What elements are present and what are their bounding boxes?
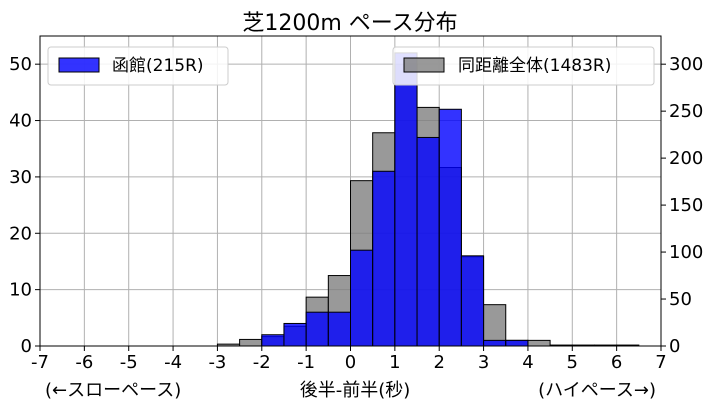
- y-right-tick-label: 50: [669, 289, 692, 310]
- x-tick-label: 6: [611, 352, 622, 373]
- y-right-tick-label: 0: [669, 336, 680, 357]
- y-left-tick-label: 20: [9, 223, 32, 244]
- hakodate-series-bars: [261, 52, 529, 347]
- x-tick-label: -5: [120, 352, 138, 373]
- right-y-axis-ticks: 0 50 100 150 200 250 300: [661, 54, 703, 357]
- bar-hakodate: [283, 322, 307, 347]
- y-left-tick-label: 0: [21, 336, 32, 357]
- x-axis-ticks: -7 -6 -5 -4 -3 -2 -1 0 1 2 3 4 5 6 7: [31, 346, 667, 373]
- bar-hakodate: [483, 339, 507, 347]
- legend-left: 函館(215R): [47, 46, 229, 86]
- x-tick-label: -6: [75, 352, 93, 373]
- bar-all-distance: [527, 339, 551, 347]
- y-right-tick-label: 150: [669, 195, 703, 216]
- legend-right: 同距離全体(1483R): [392, 46, 655, 86]
- bar-hakodate: [416, 136, 440, 347]
- bar-all-distance: [239, 338, 263, 347]
- bar-all-distance: [483, 304, 507, 347]
- y-right-tick-label: 100: [669, 242, 703, 263]
- x-tick-label: -3: [208, 352, 226, 373]
- bar-hakodate: [460, 255, 485, 347]
- x-tick-label: -4: [164, 352, 182, 373]
- legend-right-box: [392, 46, 655, 86]
- x-tick-label: -7: [31, 352, 49, 373]
- x-tick-label: 3: [478, 352, 489, 373]
- x-axis-left-annotation: (←スローペース): [45, 380, 181, 401]
- y-left-tick-label: 40: [9, 111, 32, 132]
- y-left-tick-label: 50: [9, 54, 32, 75]
- y-right-tick-label: 300: [669, 54, 703, 75]
- x-tick-label: -1: [297, 352, 315, 373]
- bar-hakodate: [394, 52, 418, 347]
- legend-left-swatch: [58, 57, 100, 73]
- y-left-tick-label: 10: [9, 280, 32, 301]
- legend-right-label: 同距離全体(1483R): [458, 56, 611, 76]
- bar-hakodate: [305, 311, 329, 347]
- bar-hakodate: [505, 339, 529, 347]
- legend-right-swatch: [403, 57, 445, 73]
- x-tick-label: 0: [345, 352, 356, 373]
- x-tick-label: 1: [389, 352, 400, 373]
- x-tick-label: 4: [522, 352, 533, 373]
- bar-hakodate: [261, 334, 285, 347]
- x-tick-label: 7: [655, 352, 666, 373]
- legend-left-label: 函館(215R): [112, 56, 204, 76]
- x-axis-right-annotation: (ハイペース→): [538, 380, 656, 401]
- y-right-tick-label: 200: [669, 148, 703, 169]
- bar-hakodate: [327, 311, 352, 347]
- bar-hakodate: [438, 108, 462, 347]
- y-right-tick-label: 250: [669, 101, 703, 122]
- x-tick-label: 5: [567, 352, 578, 373]
- x-tick-label: -2: [253, 352, 271, 373]
- chart-title: 芝1200m ペース分布: [242, 11, 457, 36]
- bar-hakodate: [350, 249, 374, 347]
- x-tick-label: 2: [433, 352, 444, 373]
- x-axis-label: 後半-前半(秒): [300, 380, 411, 401]
- y-left-tick-label: 30: [9, 167, 32, 188]
- left-y-axis-ticks: 0 10 20 30 40 50: [9, 54, 40, 357]
- legend-left-box: [47, 46, 229, 86]
- bar-hakodate: [372, 170, 396, 347]
